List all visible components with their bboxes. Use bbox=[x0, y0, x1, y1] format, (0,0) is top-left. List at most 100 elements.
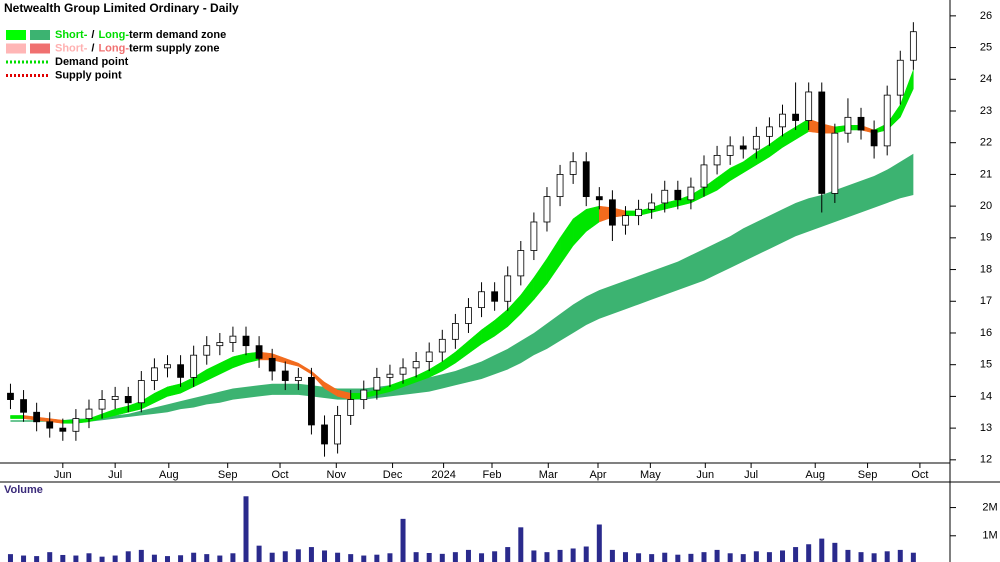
candle-body bbox=[766, 126, 773, 137]
volume-bar bbox=[138, 549, 144, 562]
volume-bar bbox=[531, 550, 537, 562]
y-tick-label: 25 bbox=[980, 41, 992, 53]
x-tick-label: Oct bbox=[911, 469, 928, 481]
candle-body bbox=[124, 396, 132, 404]
volume-bar bbox=[479, 553, 485, 562]
volume-bar bbox=[400, 518, 406, 562]
volume-bar bbox=[871, 553, 877, 562]
x-tick-label: Oct bbox=[271, 469, 288, 481]
short-term-zone bbox=[900, 69, 914, 118]
volume-bar bbox=[348, 554, 354, 562]
volume-bar bbox=[897, 549, 903, 562]
volume-bar bbox=[243, 496, 249, 562]
volume-bar bbox=[295, 549, 301, 562]
candle-body bbox=[164, 364, 171, 369]
legend-text: Short- bbox=[55, 29, 88, 41]
candle-body bbox=[792, 113, 799, 121]
volume-bar bbox=[596, 524, 602, 562]
candle-body bbox=[360, 389, 368, 400]
volume-bar bbox=[609, 549, 615, 562]
candle-body bbox=[425, 351, 433, 362]
volume-bar bbox=[753, 551, 759, 562]
y-tick-label: 18 bbox=[980, 263, 992, 275]
candle-body bbox=[674, 189, 682, 201]
x-tick-label: Apr bbox=[589, 469, 606, 481]
volume-bar bbox=[570, 548, 576, 562]
x-tick-label: May bbox=[640, 469, 661, 481]
volume-bar bbox=[413, 552, 419, 562]
candle-body bbox=[7, 392, 14, 400]
candle-body bbox=[386, 373, 394, 378]
y-tick-label: 19 bbox=[980, 232, 992, 244]
x-tick-label: Dec bbox=[383, 469, 403, 481]
volume-bar bbox=[204, 554, 210, 562]
y-tick-label: 22 bbox=[980, 137, 992, 149]
candle-body bbox=[517, 250, 525, 277]
candle-body bbox=[294, 376, 302, 381]
candle-body bbox=[33, 411, 41, 423]
volume-bar bbox=[518, 527, 524, 562]
candle-body bbox=[713, 154, 721, 166]
candle-body bbox=[465, 307, 472, 324]
volume-bar bbox=[452, 552, 458, 562]
volume-bar bbox=[806, 544, 812, 562]
x-tick-label: Jul bbox=[744, 469, 758, 481]
x-tick-label: Nov bbox=[327, 469, 347, 481]
candle-body bbox=[870, 129, 878, 147]
candle-body bbox=[582, 161, 590, 198]
volume-bar bbox=[910, 552, 916, 562]
volume-bar bbox=[793, 547, 799, 562]
legend-swatch bbox=[30, 43, 50, 54]
candle-body bbox=[556, 174, 564, 198]
candle-body bbox=[137, 380, 145, 404]
volume-bar bbox=[701, 552, 707, 562]
candle-body bbox=[85, 408, 93, 420]
candle-body bbox=[569, 161, 577, 175]
candle-body bbox=[478, 291, 485, 309]
volume-bar bbox=[439, 553, 445, 562]
volume-tick-label: 1M bbox=[982, 530, 997, 542]
candle-body bbox=[909, 31, 917, 61]
candle-body bbox=[229, 335, 237, 343]
volume-bar bbox=[740, 554, 746, 562]
x-tick-label: Mar bbox=[539, 469, 558, 481]
legend-text: term supply zone bbox=[129, 42, 219, 54]
volume-bar bbox=[662, 552, 668, 562]
candle-body bbox=[190, 354, 198, 378]
volume-bar bbox=[858, 552, 864, 562]
legend-swatch bbox=[6, 43, 26, 54]
candle-body bbox=[661, 189, 669, 204]
legend-text: term demand zone bbox=[129, 29, 226, 41]
volume-bar bbox=[230, 553, 236, 562]
candle-body bbox=[20, 399, 27, 413]
volume-bar bbox=[217, 555, 223, 562]
x-tick-label: Jun bbox=[696, 469, 714, 481]
legend: Short- / Long-term demand zone Short- / Long-… bbox=[6, 29, 226, 81]
volume-bar bbox=[21, 555, 27, 562]
x-tick-label: 2024 bbox=[431, 469, 455, 481]
candle-body bbox=[98, 399, 106, 410]
volume-bar bbox=[636, 553, 642, 562]
volume-bar bbox=[47, 552, 53, 562]
x-tick-label: Feb bbox=[483, 469, 502, 481]
y-tick-label: 26 bbox=[980, 10, 992, 22]
y-tick-label: 14 bbox=[980, 390, 992, 402]
volume-bar bbox=[675, 554, 681, 562]
volume-label: Volume bbox=[4, 484, 43, 496]
candle-body bbox=[857, 116, 865, 131]
candle-body bbox=[412, 361, 420, 369]
volume-bar bbox=[361, 555, 367, 562]
volume-bar bbox=[7, 554, 13, 562]
candle-body bbox=[438, 338, 446, 353]
candle-body bbox=[700, 164, 708, 188]
candles bbox=[7, 22, 917, 457]
legend-text: Long- bbox=[98, 29, 129, 41]
volume-bars bbox=[7, 496, 916, 562]
candle-body bbox=[543, 196, 551, 223]
candle-body bbox=[831, 132, 839, 194]
y-tick-label: 17 bbox=[980, 295, 992, 307]
candle-body bbox=[203, 345, 211, 356]
candle-body bbox=[779, 113, 786, 128]
